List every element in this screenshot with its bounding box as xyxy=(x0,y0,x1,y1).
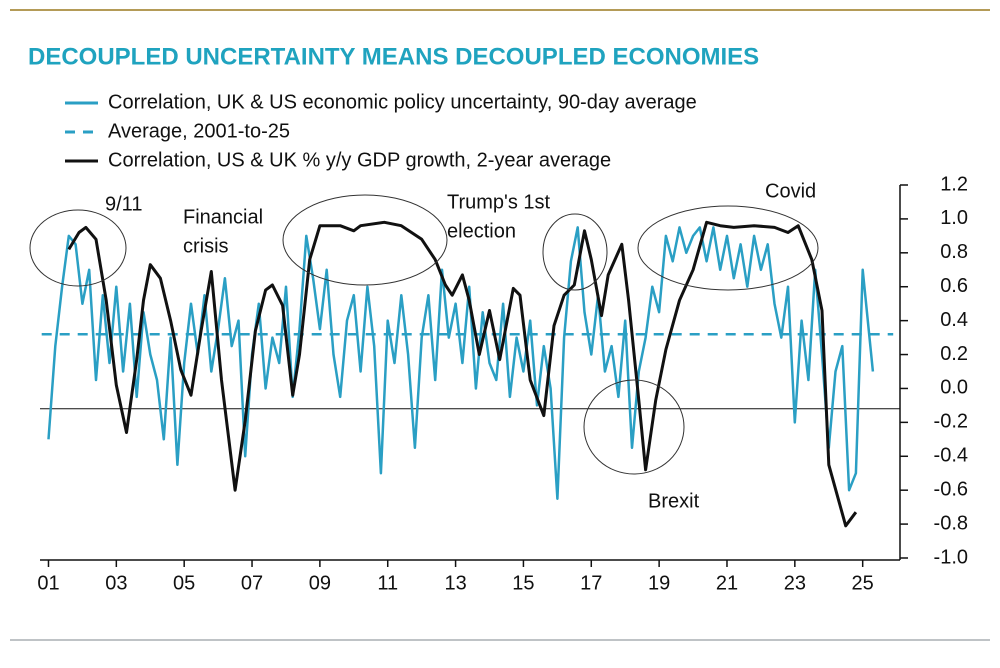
y-tick-label: -0.4 xyxy=(934,445,968,467)
y-tick-label: 0.8 xyxy=(940,241,968,263)
annotation: Brexit xyxy=(648,490,700,512)
annotation: Financial xyxy=(183,206,263,228)
y-tick-label: 1.0 xyxy=(940,207,968,229)
highlight-circle xyxy=(282,194,448,286)
y-tick-label: 0.2 xyxy=(940,343,968,365)
legend-label: Correlation, UK & US economic policy unc… xyxy=(108,91,697,113)
x-tick-label: 21 xyxy=(716,572,738,594)
y-tick-label: -1.0 xyxy=(934,546,968,568)
x-tick-label: 07 xyxy=(241,572,263,594)
x-tick-label: 23 xyxy=(784,572,806,594)
x-tick-label: 09 xyxy=(309,572,331,594)
chart-title: DECOUPLED UNCERTAINTY MEANS DECOUPLED EC… xyxy=(28,43,759,70)
series-line xyxy=(47,226,875,500)
y-tick-label: -0.6 xyxy=(934,478,968,500)
x-tick-label: 15 xyxy=(512,572,534,594)
y-tick-label: 0.4 xyxy=(940,309,968,331)
legend-label: Average, 2001-to-25 xyxy=(108,120,290,142)
legend-label: Correlation, US & UK % y/y GDP growth, 2… xyxy=(108,149,611,171)
series-line xyxy=(67,220,858,528)
x-tick-label: 11 xyxy=(377,572,398,594)
x-tick-label: 03 xyxy=(105,572,127,594)
highlight-circle xyxy=(542,213,608,291)
annotation: Trump's 1st xyxy=(447,191,551,213)
highlight-circle xyxy=(29,209,127,287)
x-tick-label: 13 xyxy=(444,572,466,594)
y-tick-label: 0.6 xyxy=(940,275,968,297)
highlight-circle xyxy=(583,379,685,475)
x-tick-label: 01 xyxy=(37,572,59,594)
annotation: Covid xyxy=(765,180,816,202)
annotation: 9/11 xyxy=(105,193,142,215)
x-tick-label: 19 xyxy=(648,572,670,594)
y-tick-label: 1.2 xyxy=(940,173,968,195)
x-tick-label: 25 xyxy=(852,572,874,594)
x-tick-label: 05 xyxy=(173,572,195,594)
highlight-circle xyxy=(637,205,819,291)
y-tick-label: -0.2 xyxy=(934,411,968,433)
annotation: election xyxy=(447,220,516,242)
annotation: crisis xyxy=(183,235,229,257)
y-tick-label: 0.0 xyxy=(940,377,968,399)
x-tick-label: 17 xyxy=(580,572,602,594)
y-tick-label: -0.8 xyxy=(934,512,968,534)
